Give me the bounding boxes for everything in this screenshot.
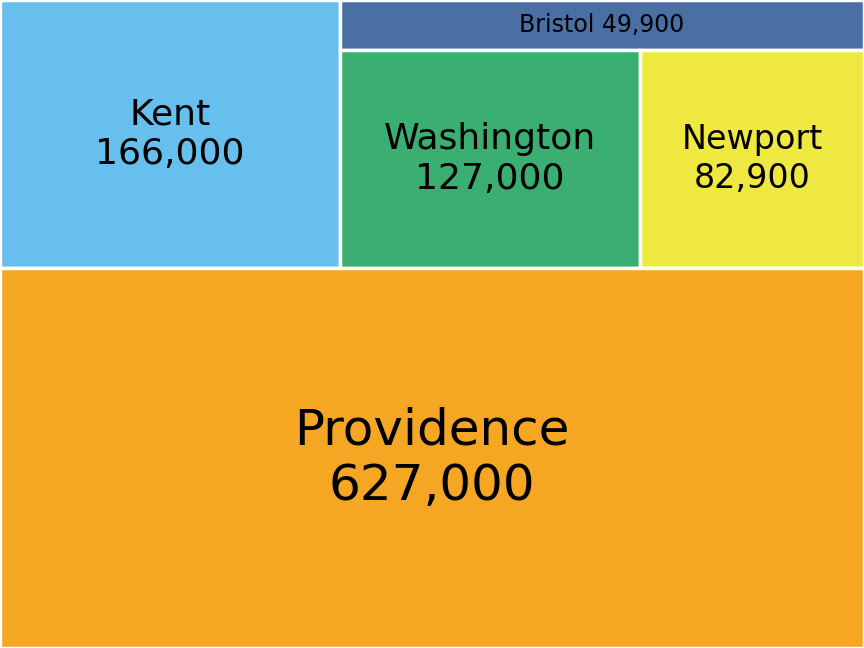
Text: Washington
127,000: Washington 127,000	[384, 122, 596, 196]
FancyBboxPatch shape	[0, 0, 340, 268]
FancyBboxPatch shape	[640, 50, 864, 268]
Text: Kent
166,000: Kent 166,000	[95, 97, 245, 170]
Text: Newport
82,900: Newport 82,900	[682, 123, 823, 194]
FancyBboxPatch shape	[340, 50, 640, 268]
FancyBboxPatch shape	[340, 0, 864, 50]
FancyBboxPatch shape	[0, 268, 864, 648]
Text: Providence
627,000: Providence 627,000	[295, 406, 569, 510]
Text: Bristol 49,900: Bristol 49,900	[519, 13, 684, 37]
